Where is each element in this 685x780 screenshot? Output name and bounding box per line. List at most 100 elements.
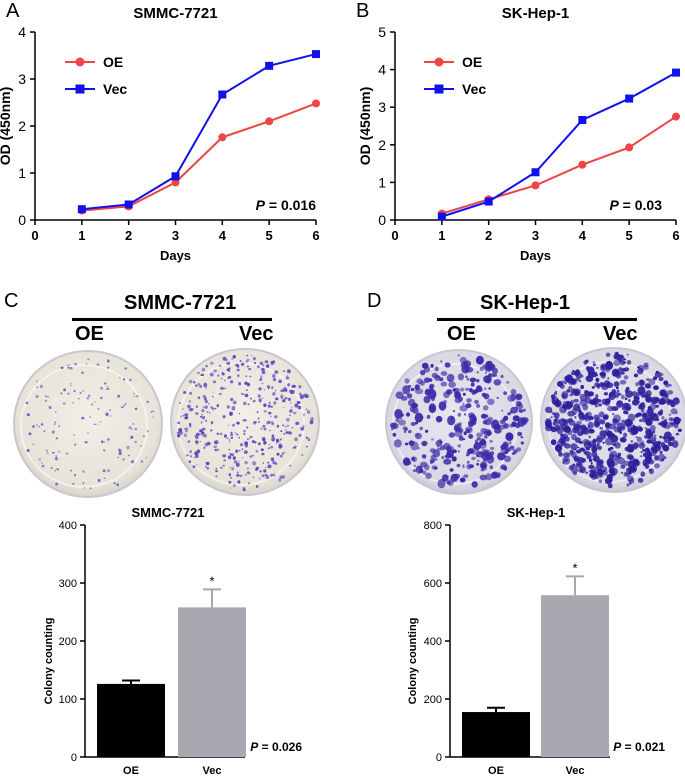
- colony: [253, 361, 257, 365]
- colony: [402, 385, 411, 395]
- colony: [86, 396, 90, 400]
- colony: [290, 389, 294, 395]
- colony: [38, 458, 42, 461]
- colony: [89, 416, 91, 418]
- colony: [46, 452, 49, 455]
- data-point-vec: [171, 172, 180, 181]
- colony: [227, 375, 232, 379]
- colony: [598, 479, 603, 484]
- colony: [430, 459, 435, 463]
- colony: [630, 440, 633, 443]
- plate-title-c: SMMC-7721: [124, 292, 237, 314]
- colony: [118, 449, 122, 453]
- colony: [398, 419, 406, 426]
- colony: [671, 440, 679, 448]
- colony: [500, 444, 507, 450]
- series-line-vec: [81, 53, 317, 211]
- p-value-annotation: P = 0.026: [250, 740, 302, 754]
- colony: [599, 382, 605, 388]
- colony: [482, 420, 488, 425]
- colony: [229, 476, 233, 479]
- colony: [271, 434, 275, 438]
- chart-b: 0 1 2 3 4 5 0 1 2 3 4 5 6 SK-Hep-1 Days OD (450nm) OE Vec…: [357, 5, 680, 263]
- colony: [406, 458, 410, 461]
- colony: [292, 411, 297, 415]
- colony: [232, 355, 236, 359]
- colony: [585, 359, 589, 363]
- colony: [231, 358, 233, 360]
- colony: [26, 449, 30, 452]
- colony: [641, 440, 644, 443]
- colony: [568, 386, 573, 390]
- colony: [620, 464, 626, 469]
- colony: [128, 426, 132, 429]
- colony: [417, 447, 421, 450]
- colony: [430, 455, 437, 459]
- colony: [622, 402, 630, 408]
- colony: [640, 443, 644, 446]
- colony: [595, 422, 600, 426]
- colony: [184, 427, 189, 431]
- colony: [641, 414, 648, 421]
- colony: [63, 388, 66, 392]
- colony: [558, 452, 563, 457]
- colony: [283, 407, 285, 409]
- colony: [664, 383, 670, 388]
- colony: [212, 391, 214, 393]
- colony: [36, 424, 38, 426]
- bar-oe: [97, 683, 165, 757]
- colony: [490, 446, 495, 451]
- colony: [646, 451, 653, 458]
- colony: [195, 384, 198, 387]
- colony: [216, 404, 220, 408]
- colony: [674, 397, 679, 401]
- colony: [214, 408, 217, 410]
- colony: [273, 438, 276, 440]
- y-tick-label: 5: [378, 24, 386, 40]
- colony: [459, 404, 468, 412]
- colony: [136, 395, 139, 398]
- colony: [259, 361, 264, 365]
- colony: [269, 445, 274, 449]
- x-tick-label: 6: [672, 228, 679, 243]
- colony: [279, 438, 282, 441]
- colony: [595, 377, 600, 383]
- colony: [87, 358, 90, 361]
- colony: [214, 448, 218, 452]
- colony: [624, 397, 628, 401]
- colony: [289, 464, 292, 467]
- colony: [493, 379, 502, 386]
- colony: [620, 471, 624, 474]
- colony: [554, 399, 562, 408]
- colony: [567, 429, 573, 436]
- p-value-annotation: P = 0.03: [609, 197, 662, 213]
- colony: [228, 370, 231, 372]
- colony: [515, 393, 523, 400]
- colony: [266, 461, 270, 464]
- data-point-vec: [265, 61, 274, 70]
- colony: [134, 428, 137, 431]
- colony: [552, 421, 556, 426]
- colony: [103, 477, 106, 479]
- plate-label-c-oe: OE: [75, 323, 104, 345]
- colony: [107, 366, 110, 369]
- colony: [623, 375, 629, 380]
- plate-inner-ring: [20, 364, 148, 488]
- colony: [240, 362, 245, 366]
- colony: [452, 473, 460, 479]
- colony: [558, 418, 567, 427]
- y-tick-label: 1: [378, 174, 386, 190]
- colony: [518, 409, 524, 413]
- data-point-oe: [625, 143, 634, 152]
- colony: [194, 440, 199, 444]
- colony: [636, 425, 642, 430]
- colony: [624, 446, 630, 452]
- colony: [52, 451, 55, 454]
- series-line-vec: [441, 71, 677, 218]
- colony: [666, 401, 671, 406]
- colony: [232, 456, 236, 460]
- colony: [244, 393, 249, 398]
- colony: [195, 405, 199, 408]
- colony: [124, 403, 127, 405]
- legend-label-oe: OE: [103, 54, 123, 70]
